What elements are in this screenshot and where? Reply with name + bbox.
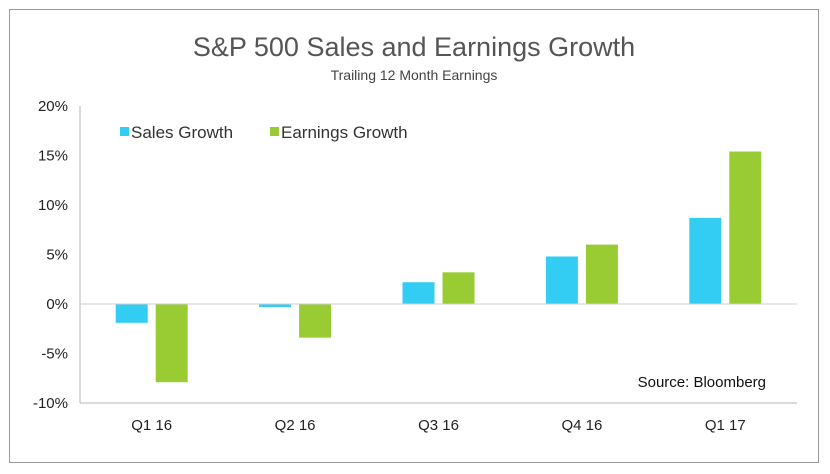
legend: Sales Growth Earnings Growth <box>120 123 408 142</box>
x-tick-label: Q4 16 <box>561 417 602 434</box>
y-tick-label: -10% <box>33 395 68 412</box>
bar-earnings-growth-q2-16 <box>299 304 332 338</box>
y-tick-label: 15% <box>38 148 68 165</box>
x-tick-label: Q3 16 <box>418 417 459 434</box>
bar-earnings-growth-q1-17 <box>729 151 762 304</box>
y-tick-label: -5% <box>41 346 68 363</box>
bar-earnings-growth-q4-16 <box>585 244 618 304</box>
legend-swatch-earnings-growth <box>270 127 279 136</box>
chart-frame <box>9 9 819 463</box>
x-tick-label: Q1 17 <box>705 417 746 434</box>
y-tick-label: 0% <box>46 296 68 313</box>
bar-earnings-growth-q1-16 <box>155 304 188 383</box>
bar-sales-growth-q1-17 <box>689 217 722 304</box>
bar-sales-growth-q4-16 <box>545 256 578 304</box>
legend-label-sales-growth: Sales Growth <box>131 123 233 142</box>
y-tick-label: 5% <box>46 247 68 264</box>
bar-sales-growth-q1-16 <box>115 304 148 323</box>
plot-area: -10% -5% 0% 5% 10% 15% 20% Q1 16 Q2 16 Q3 16 Q4 16… <box>33 98 797 434</box>
x-tick-label: Q2 16 <box>275 417 316 434</box>
y-tick-label: 20% <box>38 98 68 115</box>
legend-swatch-sales-growth <box>120 127 129 136</box>
y-tick-label: 10% <box>38 197 68 214</box>
x-tick-label: Q1 16 <box>131 417 172 434</box>
bar-sales-growth-q3-16 <box>402 282 435 304</box>
chart-subtitle: Trailing 12 Month Earnings <box>331 67 498 83</box>
chart-title: S&P 500 Sales and Earnings Growth <box>193 32 635 62</box>
legend-label-earnings-growth: Earnings Growth <box>281 123 408 142</box>
bar-sales-growth-q2-16 <box>259 304 292 307</box>
bar-earnings-growth-q3-16 <box>442 272 475 304</box>
source-annotation: Source: Bloomberg <box>638 374 766 391</box>
